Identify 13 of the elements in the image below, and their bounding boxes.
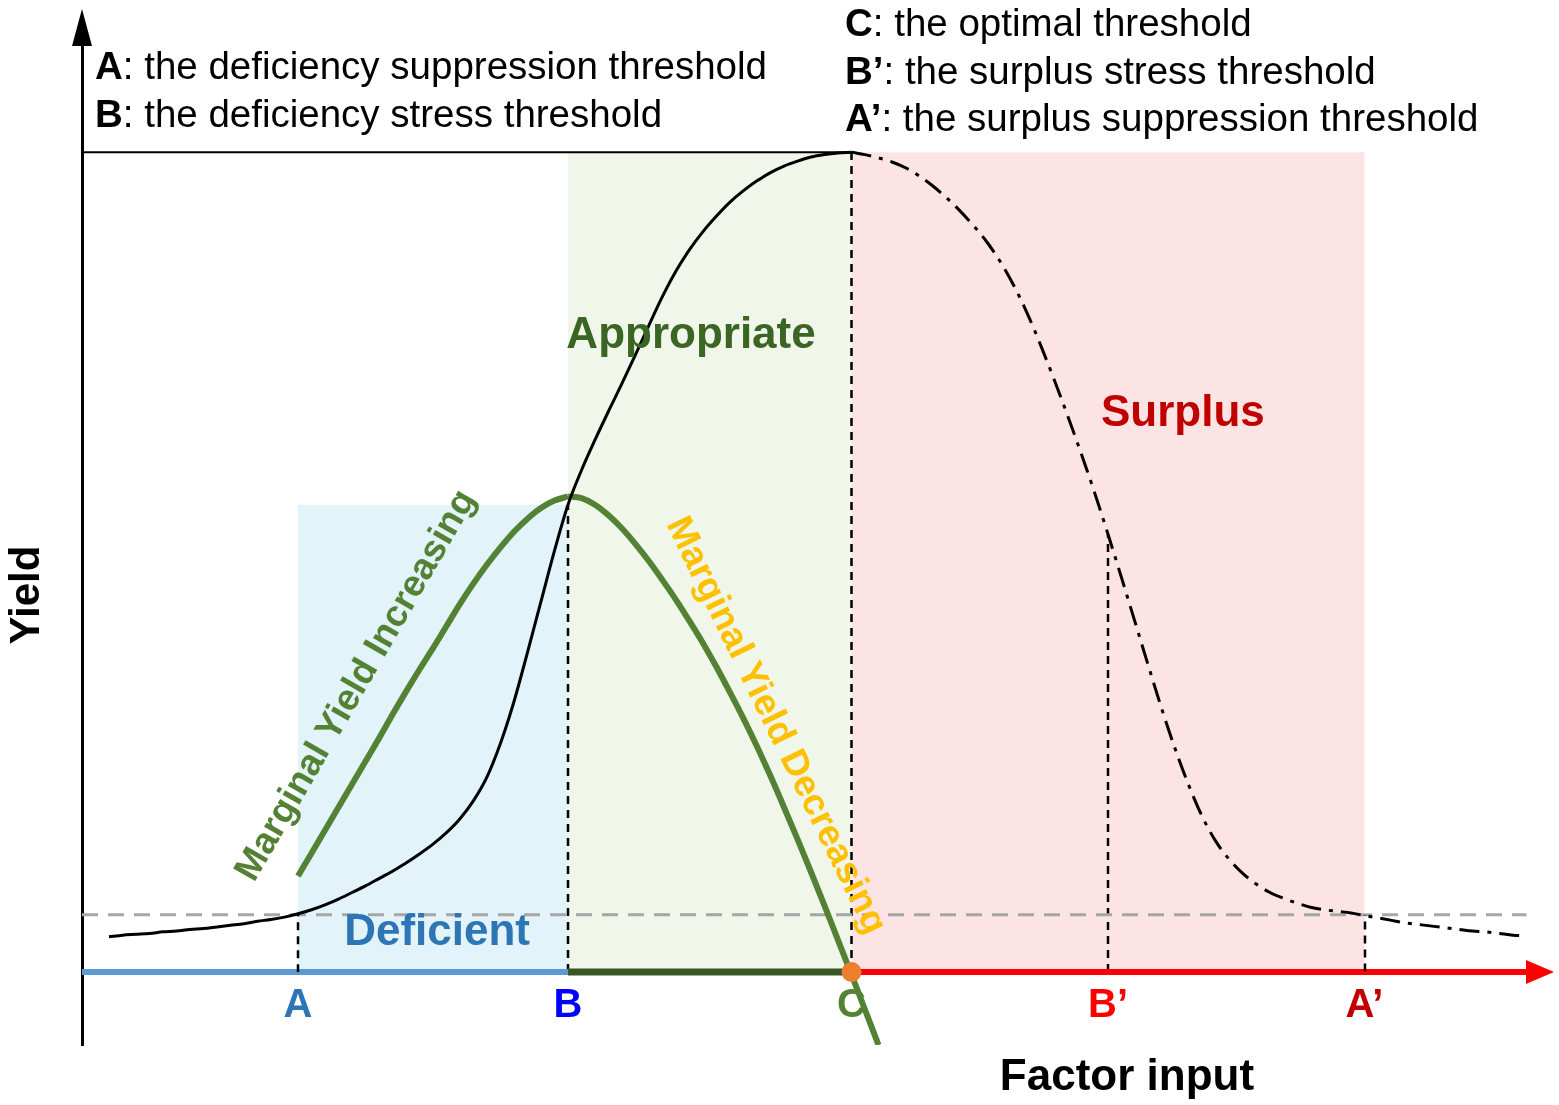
band-label: Surplus bbox=[1100, 385, 1265, 437]
text: B’: the surplus stress threshold bbox=[845, 48, 1376, 93]
x-tick-label: B bbox=[553, 981, 583, 1026]
text: A’: the surplus suppression threshold bbox=[845, 96, 1479, 141]
x-tick-label: A’ bbox=[1345, 981, 1384, 1026]
x-tick-label: B’ bbox=[1088, 981, 1128, 1026]
text: A: the deficiency suppression threshold bbox=[95, 44, 767, 89]
x-tick-label: A bbox=[283, 981, 313, 1026]
band-label: Deficient bbox=[344, 904, 530, 956]
text: B: the deficiency stress threshold bbox=[95, 91, 663, 136]
text: C: the optimal threshold bbox=[845, 1, 1252, 46]
y-axis-title: Yield bbox=[0, 545, 49, 645]
x-axis-title: Factor input bbox=[999, 1049, 1255, 1101]
